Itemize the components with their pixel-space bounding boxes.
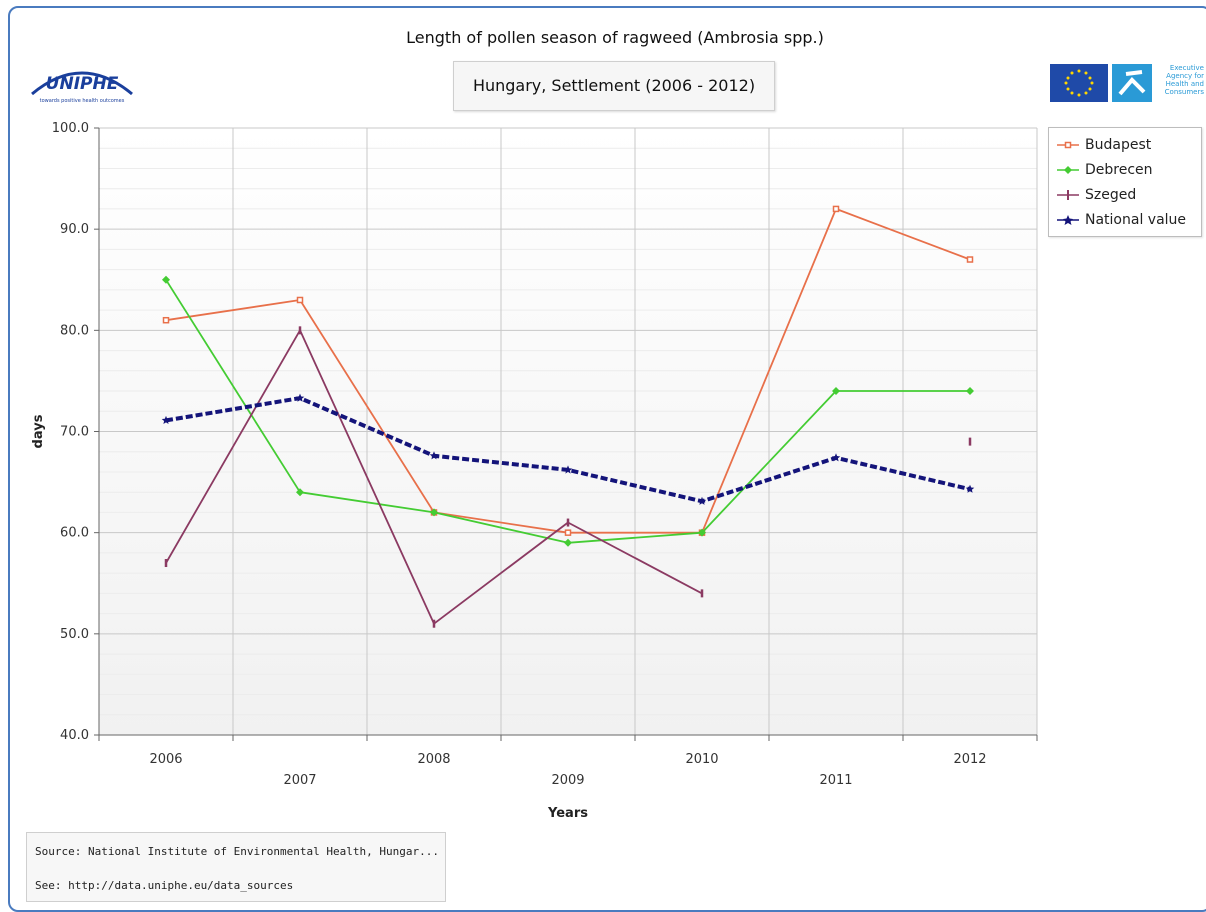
legend-item-budapest[interactable]: Budapest <box>1057 135 1201 155</box>
y-tick-label: 80.0 <box>60 323 89 338</box>
y-tick-label: 60.0 <box>60 526 89 541</box>
x-tick-label: 2009 <box>551 773 584 788</box>
y-tick-label: 90.0 <box>60 222 89 237</box>
data-point-budapest <box>162 316 170 324</box>
x-tick-label: 2011 <box>819 773 852 788</box>
series-national-value <box>161 393 975 505</box>
data-point-debrecen <box>966 387 974 396</box>
chart-subtitle: Hungary, Settlement (2006 - 2012) <box>453 61 775 111</box>
data-point-national-value <box>965 484 975 493</box>
data-point-debrecen <box>698 528 706 537</box>
uniphe-logo-text: UNIPHE <box>46 74 119 94</box>
y-axis-title: days <box>31 414 46 448</box>
legend-item-debrecen[interactable]: Debrecen <box>1057 160 1201 180</box>
source-box: Source: National Institute of Environmen… <box>26 832 446 902</box>
data-point-budapest <box>966 256 974 263</box>
data-point-budapest <box>296 296 304 304</box>
legend-marker-szeged <box>1057 190 1079 200</box>
x-tick-label: 2008 <box>417 752 450 767</box>
data-point-debrecen <box>162 275 170 284</box>
data-point-debrecen <box>564 538 572 547</box>
series-layer <box>161 205 975 628</box>
series-debrecen <box>162 275 974 547</box>
eu-stars-icon <box>1064 69 1094 97</box>
legend-item-national-value[interactable]: National value <box>1057 210 1201 230</box>
y-tick-label: 70.0 <box>60 425 89 440</box>
uniphe-logo: UNIPHE towards positive health outcomes <box>31 71 133 104</box>
x-tick-label: 2006 <box>149 752 182 767</box>
y-tick-label: 50.0 <box>60 627 89 642</box>
data-point-national-value <box>831 453 841 462</box>
eahc-logo: Executive Agency for Health and Consumer… <box>1050 64 1204 102</box>
x-tick-label: 2010 <box>685 752 718 767</box>
data-point-budapest <box>564 529 572 536</box>
data-point-national-value <box>295 393 305 402</box>
eahc-logo-text: Executive Agency for Health and Consumer… <box>1164 64 1204 96</box>
legend-marker-budapest <box>1057 141 1079 149</box>
x-tick-label: 2012 <box>953 752 986 767</box>
legend-label-national-value: National value <box>1085 212 1187 228</box>
data-point-national-value <box>697 496 707 505</box>
series-szeged <box>164 326 972 628</box>
legend-label-debrecen: Debrecen <box>1085 162 1153 178</box>
legend-marker-debrecen <box>1057 166 1079 174</box>
x-tick-label: 2007 <box>283 773 316 788</box>
uniphe-logo-tagline: towards positive health outcomes <box>40 98 125 104</box>
source-text: Source: National Institute of Environmen… <box>35 845 439 858</box>
data-point-national-value <box>563 465 573 474</box>
source-link[interactable]: See: http://data.uniphe.eu/data_sources <box>35 879 294 892</box>
y-tick-label: 100.0 <box>52 121 89 136</box>
data-point-debrecen <box>832 387 840 396</box>
y-tick-label: 40.0 <box>60 728 89 743</box>
data-point-national-value <box>161 415 171 424</box>
legend: Budapest Debrecen Szeged National value <box>1048 127 1202 237</box>
data-point-debrecen <box>430 508 438 517</box>
legend-label-szeged: Szeged <box>1085 187 1137 203</box>
x-axis-title: Years <box>547 806 588 821</box>
axes: 40.0 50.0 60.0 70.0 80.0 90.0 100.0 2006 2007 200… <box>52 121 1038 788</box>
legend-marker-national-value <box>1057 215 1079 225</box>
legend-item-szeged[interactable]: Szeged <box>1057 185 1201 205</box>
chart-title: Length of pollen season of ragweed (Ambr… <box>406 28 824 47</box>
data-point-national-value <box>429 451 439 460</box>
data-point-budapest <box>832 205 840 213</box>
legend-label-budapest: Budapest <box>1085 137 1152 153</box>
data-point-debrecen <box>296 488 304 497</box>
